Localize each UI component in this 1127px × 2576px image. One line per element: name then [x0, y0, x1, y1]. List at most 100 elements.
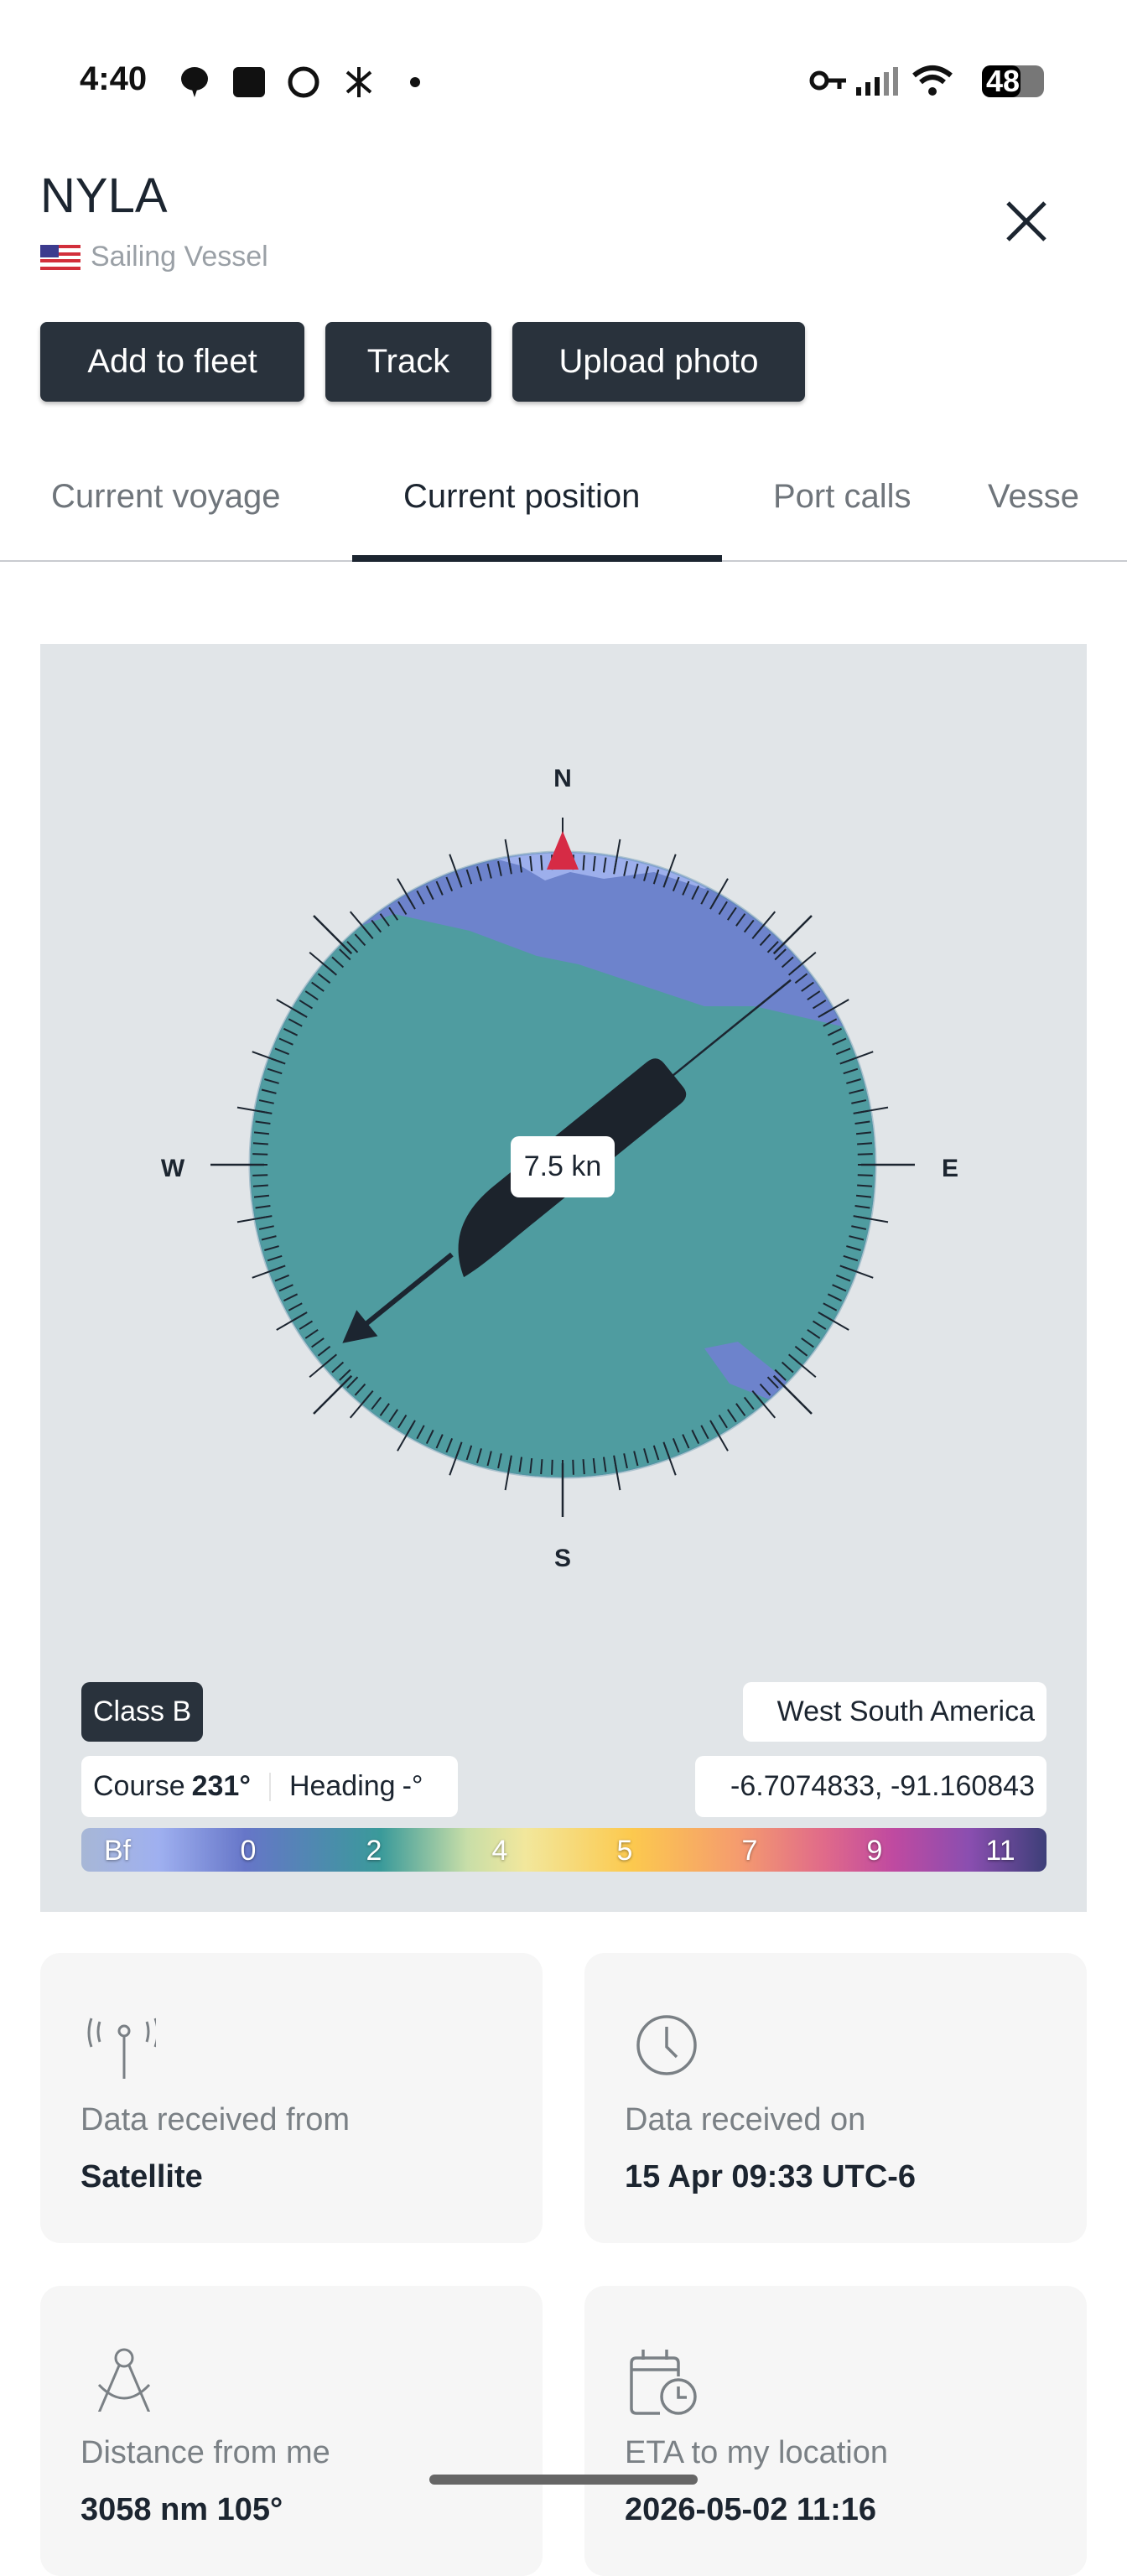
compass-major-tick	[276, 999, 305, 1016]
tab-vessel[interactable]: Vesse	[988, 478, 1079, 515]
compass-minor-tick	[258, 1225, 274, 1230]
track-button[interactable]: Track	[325, 322, 491, 402]
close-icon[interactable]	[1005, 200, 1048, 243]
compass-major-tick	[349, 911, 371, 937]
compass-minor-tick	[854, 1120, 870, 1125]
compass-major-tick	[613, 1458, 621, 1491]
compass-minor-tick	[264, 1245, 279, 1251]
compass-minor-tick	[540, 1459, 543, 1475]
add-to-fleet-button[interactable]: Add to fleet	[40, 322, 304, 402]
compass-minor-tick	[623, 1453, 628, 1469]
beaufort-label: 2	[366, 1835, 382, 1867]
compass-minor-tick	[445, 876, 454, 892]
compass-major-tick	[449, 1445, 462, 1476]
tab-port-calls[interactable]: Port calls	[773, 478, 911, 515]
compass-minor-tick	[388, 906, 398, 921]
compass-major-tick	[711, 878, 729, 907]
compass-minor-tick	[572, 1459, 574, 1475]
ais-class-badge: Class B	[81, 1682, 204, 1742]
compass-major-tick	[663, 1445, 677, 1476]
course-arrow-shaft	[359, 1252, 454, 1331]
compass-minor-tick	[388, 1409, 398, 1423]
compass-minor-tick	[317, 973, 331, 984]
us-flag-icon	[40, 244, 80, 270]
vessel-subtitle: Sailing Vessel	[40, 241, 268, 273]
compass-minor-tick	[283, 1027, 299, 1036]
compass-minor-tick	[766, 1376, 779, 1389]
compass-minor-tick	[691, 886, 700, 901]
card-label: ETA to my location	[625, 2435, 888, 2470]
compass-minor-tick	[435, 880, 444, 896]
compass-minor-tick	[849, 1088, 865, 1094]
speed-label: 7.5 kn	[511, 1136, 615, 1197]
beaufort-label: 11	[985, 1835, 1015, 1867]
compass-south-label: S	[554, 1545, 571, 1572]
vessel-type: Sailing Vessel	[91, 241, 268, 273]
heading-value: -°	[402, 1770, 423, 1802]
compass-minor-tick	[794, 973, 808, 984]
compass-major-tick	[820, 1313, 849, 1331]
compass-minor-tick	[476, 1448, 482, 1463]
compass-minor-tick	[518, 857, 523, 873]
compass-minor-tick	[255, 1204, 271, 1209]
compass-major-tick	[754, 1393, 776, 1419]
tab-current-voyage[interactable]: Current voyage	[51, 478, 281, 515]
compass-minor-tick	[379, 913, 390, 927]
compass-minor-tick	[700, 890, 709, 905]
compass-minor-tick	[643, 1448, 649, 1463]
compass-minor-tick	[682, 880, 690, 896]
compass-minor-tick	[633, 863, 639, 879]
compass-minor-tick	[465, 869, 473, 885]
status-bar: 4:40 48	[0, 60, 1127, 107]
card-value: Satellite	[80, 2159, 203, 2194]
compass-minor-tick	[255, 1120, 271, 1125]
system-status-icons	[809, 65, 1044, 97]
upload-photo-button[interactable]: Upload photo	[512, 322, 805, 402]
compass-minor-tick	[846, 1078, 861, 1084]
compass-major-tick	[252, 1265, 283, 1279]
calendar-clock-icon	[630, 2350, 697, 2415]
compass-minor-tick	[264, 1078, 279, 1084]
compass-minor-tick	[807, 1329, 821, 1339]
beaufort-scale-legend: Bf 0 2 4 5 7 9 11	[81, 1828, 1046, 1872]
compass-minor-tick	[700, 1425, 709, 1440]
compass-major-tick	[236, 1215, 269, 1223]
compass-minor-tick	[849, 1235, 865, 1241]
home-indicator[interactable]	[429, 2475, 698, 2485]
compass-minor-tick	[354, 1383, 366, 1396]
compass-minor-tick	[261, 1088, 277, 1094]
compass-minor-tick	[759, 1383, 771, 1396]
compass-ordinal-tick	[772, 1374, 813, 1415]
compass-minor-tick	[274, 1274, 290, 1282]
compass-major-tick	[349, 1393, 371, 1419]
compass-major-tick	[309, 1356, 335, 1379]
tab-current-position[interactable]: Current position	[403, 478, 641, 515]
course-line	[669, 979, 792, 1079]
compass-minor-tick	[812, 1000, 827, 1010]
compass-minor-tick	[267, 1067, 283, 1075]
compass-minor-tick	[807, 990, 821, 1000]
compass-minor-tick	[592, 855, 596, 872]
compass-minor-tick	[633, 1451, 639, 1467]
compass-minor-tick	[727, 906, 737, 921]
beaufort-label: 7	[741, 1835, 758, 1867]
compass-minor-tick	[397, 901, 408, 916]
compass-minor-tick	[331, 956, 345, 969]
compass-major-tick	[504, 839, 512, 871]
compass-minor-tick	[781, 956, 794, 969]
compass-minor-tick	[857, 1142, 873, 1145]
compass-minor-tick	[551, 1459, 553, 1475]
north-marker-icon	[547, 831, 579, 870]
status-time: 4:40	[80, 60, 148, 97]
compass-major-tick	[397, 878, 414, 907]
battery-level: 48	[986, 64, 1021, 98]
compass-ordinal-tick	[772, 915, 813, 955]
compass-minor-tick	[261, 1235, 277, 1241]
compass-minor-tick	[774, 948, 787, 961]
compass-ordinal-tick	[313, 1374, 353, 1415]
compass-minor-tick	[851, 1099, 867, 1104]
compass-minor-tick	[518, 1457, 523, 1472]
compass-north-label: N	[553, 765, 572, 792]
beaufort-label: 9	[866, 1835, 883, 1867]
compass-minor-tick	[855, 1194, 872, 1198]
